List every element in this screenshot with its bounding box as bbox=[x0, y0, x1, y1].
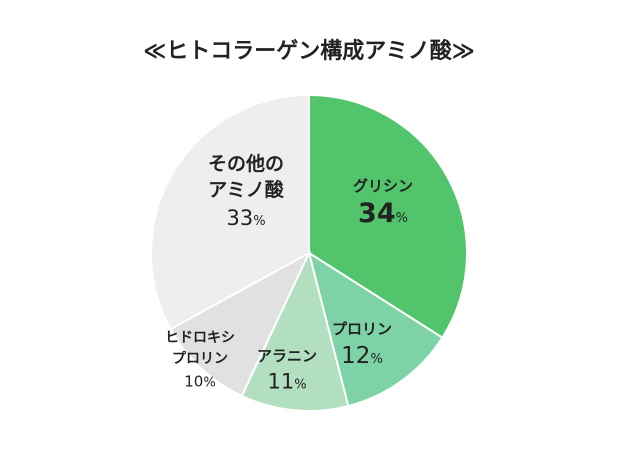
slice-value-unit-1: % bbox=[370, 352, 382, 367]
slice-value-unit-4: % bbox=[253, 214, 265, 229]
slice-value-3: 10% bbox=[184, 373, 215, 391]
pie-labels: グリシン34%プロリン12%アラニン11%ヒドロキシプロリン10%その他のアミノ… bbox=[165, 152, 413, 394]
slice-value-number-4: 33 bbox=[226, 206, 253, 230]
slice-label-0-line-0: グリシン bbox=[353, 177, 413, 195]
slice-value-1: 12% bbox=[341, 343, 383, 369]
pie-slice-3 bbox=[169, 250, 312, 398]
pie-slice-4 bbox=[150, 93, 310, 331]
pie-slice-2 bbox=[240, 250, 350, 413]
slice-label-3-line-1: プロリン bbox=[172, 351, 228, 367]
pie-slices bbox=[150, 93, 468, 413]
slice-value-0: 34% bbox=[358, 198, 408, 229]
slice-value-unit-0: % bbox=[396, 211, 408, 226]
slice-value-number-2: 11 bbox=[267, 370, 294, 394]
slice-value-unit-2: % bbox=[294, 378, 306, 393]
slice-label-4-line-1: アミノ酸 bbox=[208, 178, 285, 201]
slice-value-unit-3: % bbox=[203, 376, 215, 391]
slice-value-4: 33% bbox=[226, 206, 265, 230]
pie-slice-1 bbox=[307, 250, 444, 408]
slice-value-2: 11% bbox=[267, 370, 306, 394]
chart-title: ≪ヒトコラーゲン構成アミノ酸≫ bbox=[143, 38, 475, 64]
slice-label-1-line-0: プロリン bbox=[332, 320, 392, 338]
slice-value-number-3: 10 bbox=[184, 373, 203, 391]
slice-value-number-1: 12 bbox=[341, 343, 370, 369]
slice-label-2-line-0: アラニン bbox=[257, 347, 317, 365]
slice-label-4-line-0: その他の bbox=[208, 152, 284, 175]
slice-label-3-line-0: ヒドロキシ bbox=[165, 330, 235, 346]
slice-value-number-0: 34 bbox=[358, 198, 396, 229]
